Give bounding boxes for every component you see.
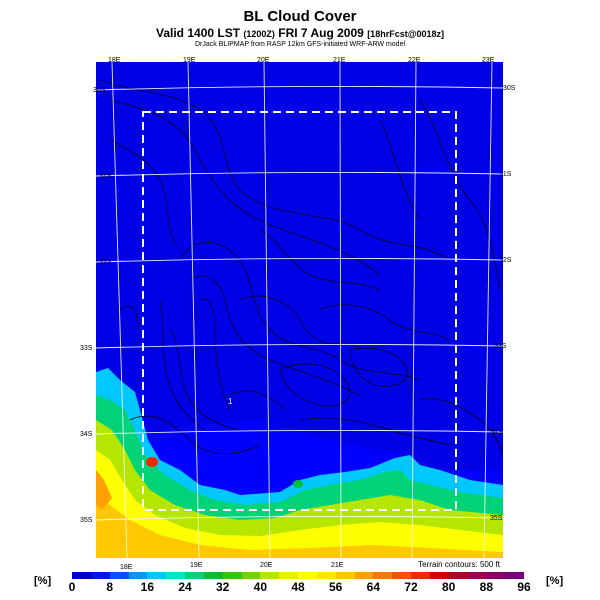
cloud-cover-map: 1 18E 19E 20E 21E 22E 23E 18E 19E 20E 21… (80, 57, 516, 571)
colorbar-swatch (222, 572, 242, 579)
colorbar-swatch (335, 572, 355, 579)
colorbar-swatch (147, 572, 167, 579)
colorbar-swatch (128, 572, 148, 579)
colorbar-swatch (298, 572, 318, 579)
colorbar-tick-label: 24 (178, 580, 192, 594)
colorbar-swatch (467, 572, 487, 579)
colorbar-tick-label: 40 (253, 580, 268, 594)
terrain-contour-note: Terrain contours: 500 ft (418, 560, 501, 569)
colorbar-swatch (448, 572, 468, 579)
colorbar-swatch (373, 572, 393, 579)
colorbar-tick-label: 56 (328, 580, 343, 594)
cloud-spot-red (146, 457, 158, 467)
lat-label: 34S (80, 431, 93, 438)
colorbar-tick-label: 48 (291, 580, 305, 594)
colorbar-tick-label: 96 (517, 580, 531, 594)
cloud-patch-west (96, 470, 112, 510)
colorbar-swatch (354, 572, 374, 579)
colorbar-swatch (185, 572, 205, 579)
colorbar-tick-label: 64 (366, 580, 381, 594)
colorbar-swatch (279, 572, 299, 579)
lat-label: 31S (499, 171, 512, 178)
colorbar-swatch (505, 572, 525, 579)
lon-label: 21E (331, 562, 344, 569)
colorbar-tick-label: 0 (68, 580, 76, 594)
colorbar-tick-label: 72 (404, 580, 418, 594)
colorbar-unit-right: [%] (546, 575, 564, 587)
lat-label: 34S (490, 429, 503, 436)
lat-label: 33S (80, 345, 93, 352)
lon-label: 18E (108, 57, 121, 64)
colorbar-tick-label: 32 (215, 580, 230, 594)
lon-label: 21E (333, 57, 346, 64)
lon-label: 23E (482, 57, 495, 64)
colorbar-swatch (241, 572, 261, 579)
valid-time-line: Valid 1400 LST (1200Z) FRI 7 Aug 2009 [1… (0, 26, 600, 40)
colorbar-swatch (166, 572, 186, 579)
lon-label: 19E (190, 562, 203, 569)
top-lon-labels: 18E 19E 20E 21E 22E 23E (108, 57, 495, 64)
lon-label: 20E (257, 57, 270, 64)
colorbar-tick-label: 16 (140, 580, 155, 594)
cloud-band-yellow (96, 450, 503, 558)
inner-domain-boundary (142, 111, 457, 511)
colorbar-swatch (392, 572, 412, 579)
lat-label: 35S (490, 515, 503, 522)
lat-label: 32S (499, 257, 512, 264)
colorbar-swatch (429, 572, 450, 579)
colorbar-swatch (316, 572, 337, 579)
map-title: BL Cloud Cover (243, 8, 357, 25)
lat-label: 31S (99, 173, 112, 180)
right-lat-labels: 30S 31S 32S 33S 34S 35S (490, 85, 516, 522)
colorbar-tick-label: 80 (441, 580, 456, 594)
cloud-band-orange (96, 490, 503, 558)
forecast-info: [18hrFcst@0018z] (367, 29, 444, 39)
colorbar-tick-label: 8 (106, 580, 113, 594)
land-low-cloud (96, 62, 503, 470)
colorbar-unit-left: [%] (34, 575, 52, 587)
colorbar-swatch (109, 572, 129, 579)
colorbar-swatch (486, 572, 506, 579)
lon-label: 18E (120, 564, 133, 571)
lon-label: 19E (183, 57, 196, 64)
cloud-spot-green (293, 480, 303, 488)
left-lat-labels: 30S 31S 32S 33S 34S 35S (80, 87, 112, 524)
bottom-lon-labels: 18E 19E 20E 21E (120, 562, 344, 571)
colorbar-swatch (203, 572, 224, 579)
terrain-contours (99, 79, 503, 456)
colorbar-tick-label: 88 (479, 580, 494, 594)
colorbar-swatch (411, 572, 431, 579)
lon-label: 20E (260, 562, 273, 569)
colorbar-swatch (260, 572, 280, 579)
lat-label: 32S (99, 259, 112, 266)
lat-label: 30S (93, 87, 106, 94)
utc-time: (1200Z) (243, 29, 275, 39)
lat-label: 33S (494, 343, 507, 350)
lon-label: 22E (408, 57, 421, 64)
lat-label: 35S (80, 517, 93, 524)
site-marker-label: 1 (228, 397, 233, 406)
latlon-grid (96, 62, 503, 558)
model-credit: DrJack BLIPMAP from RASP 12km GFS-initia… (194, 41, 406, 48)
cloud-band-lime (96, 420, 503, 558)
lat-label: 30S (503, 85, 516, 92)
colorbar-swatch (72, 572, 92, 579)
valid-date: FRI 7 Aug 2009 (278, 26, 364, 40)
colorbar-swatch (90, 572, 111, 579)
valid-time: Valid 1400 LST (156, 26, 241, 40)
colorbar: 0 8 16 24 32 40 48 56 64 72 80 88 96 (68, 572, 531, 598)
map-field (96, 62, 503, 558)
